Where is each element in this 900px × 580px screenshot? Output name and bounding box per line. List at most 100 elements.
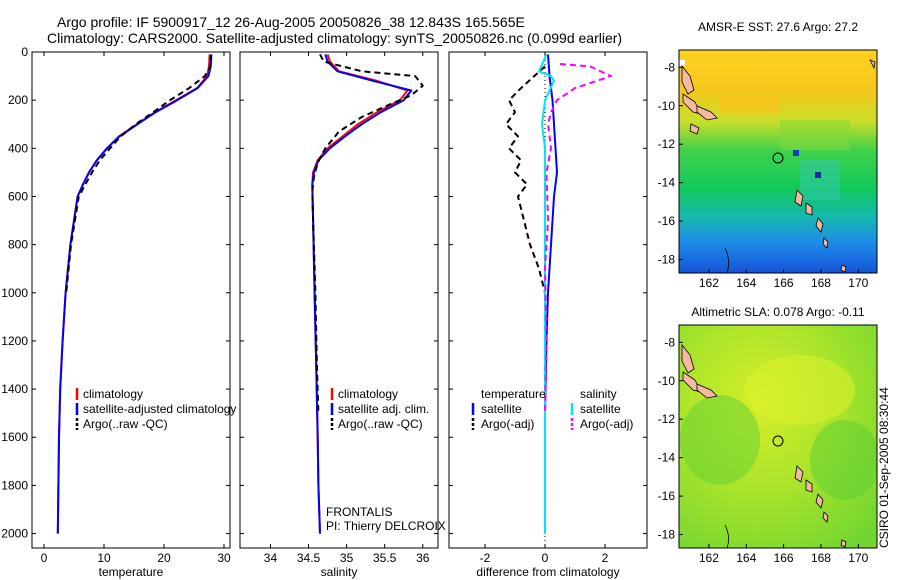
x-tick-label: 35.5 — [373, 551, 397, 565]
series-group — [505, 53, 612, 534]
map-y-tick-label: -12 — [658, 412, 676, 426]
sst-map: AMSR-E SST: 27.6 Argo: 27.2 162 164 166 168… — [658, 20, 878, 290]
map-x-tick-label: 170 — [848, 276, 868, 290]
temperature-axes: 0 10 20 30 0 200 400 600 800 1000 1200 1400 1600 1800… — [1, 45, 236, 579]
argo-position-marker — [772, 435, 784, 447]
island-shape — [681, 343, 695, 374]
header-title-line2: Climatology: CARS2000. Satellite-adjuste… — [47, 30, 622, 46]
legend-label: climatology — [83, 387, 143, 401]
island-shape — [822, 511, 829, 523]
map-y-tick-label: -14 — [658, 451, 676, 465]
x-axis-label: difference from climatology — [476, 565, 619, 579]
sla-contour — [724, 524, 729, 548]
map-x-tick-label: 162 — [699, 276, 719, 290]
map-y-tick-label: -12 — [658, 137, 676, 151]
y-tick-label: 1600 — [1, 430, 28, 444]
x-tick-label: 34 — [264, 551, 278, 565]
island-shape — [794, 465, 804, 483]
map-y-tick-label: -18 — [658, 528, 676, 542]
island-shape — [696, 105, 718, 121]
x-tick-label: 36 — [416, 551, 430, 565]
island-shape — [840, 539, 847, 548]
map-x-tick-label: 166 — [774, 551, 794, 565]
series-line — [65, 54, 212, 293]
sst-field — [679, 50, 877, 273]
y-tick-label: 600 — [8, 189, 28, 203]
series-line — [538, 53, 555, 534]
island-shape — [869, 59, 876, 70]
map-y-tick-label: -10 — [658, 99, 676, 113]
sst-map-frame — [678, 49, 878, 274]
map-x-tick-label: 164 — [736, 551, 756, 565]
map-y-tick-label: -10 — [658, 374, 676, 388]
y-tick-label: 1800 — [1, 478, 28, 492]
cruise-annotation: FRONTALIS — [326, 505, 392, 519]
x-axis-label: salinity — [321, 565, 358, 579]
sla-map-title: Altimetric SLA: 0.078 Argo: -0.11 — [691, 305, 865, 319]
island-shape — [822, 237, 829, 249]
island-shape — [815, 493, 824, 509]
island-shape — [805, 479, 813, 493]
legend-label: Argo(..raw -QC) — [338, 417, 423, 431]
island-shape — [794, 189, 804, 207]
map-y-tick-label: -18 — [658, 253, 676, 267]
legend-label: Argo(-adj) — [481, 417, 534, 431]
sst-contour — [724, 247, 729, 273]
sla-map: Altimetric SLA: 0.078 Argo: -0.11 162 164… — [658, 305, 878, 565]
map-x-tick-label: 170 — [848, 551, 868, 565]
sla-low-patch — [810, 420, 877, 500]
y-tick-label: 0 — [21, 45, 28, 59]
header-title-line1: Argo profile: IF 5900917_12 26-Aug-2005 … — [57, 14, 525, 30]
sla-map-ticks: 162 164 166 168 170 -8 -10 -12 -14 -16 -18 — [658, 335, 869, 565]
y-tick-label: 1200 — [1, 334, 28, 348]
series-group — [311, 53, 424, 534]
sst-blue-pixel — [793, 150, 799, 156]
map-y-tick-label: -16 — [658, 489, 676, 503]
map-y-tick-label: -8 — [664, 335, 675, 349]
legend-label: Argo(..raw -QC) — [83, 417, 168, 431]
sst-blue-pixel — [815, 172, 821, 178]
x-tick-label: 0 — [542, 551, 549, 565]
series-group — [56, 54, 213, 534]
x-tick-label: 35 — [340, 551, 354, 565]
island-shape — [815, 217, 824, 233]
series-line — [505, 65, 546, 294]
island-shape — [805, 202, 813, 216]
x-tick-label: 30 — [217, 551, 231, 565]
island-shape — [681, 64, 695, 95]
map-x-tick-label: 162 — [699, 551, 719, 565]
island-shape — [840, 264, 847, 273]
map-x-tick-label: 166 — [774, 276, 794, 290]
island-shape — [682, 93, 702, 115]
y-tick-label: 1400 — [1, 382, 28, 396]
legend-label: satellite — [580, 402, 621, 416]
x-tick-label: -2 — [480, 551, 491, 565]
sla-map-frame — [678, 324, 878, 549]
y-tick-label: 1000 — [1, 286, 28, 300]
x-tick-label: 20 — [157, 551, 171, 565]
legend-label: climatology — [338, 387, 398, 401]
series-line — [544, 54, 558, 534]
legend-header: temperature — [481, 387, 546, 401]
argo-position-marker — [772, 152, 784, 164]
island-shape — [696, 383, 718, 399]
map-x-tick-label: 168 — [811, 551, 831, 565]
sst-cyan-patch — [800, 160, 840, 200]
y-tick-label: 400 — [8, 141, 28, 155]
x-axis-label: temperature — [99, 565, 164, 579]
legend-label: satellite — [481, 402, 522, 416]
y-tick-label: 800 — [8, 238, 28, 252]
y-tick-label: 200 — [8, 93, 28, 107]
x-tick-label: 0 — [41, 551, 48, 565]
timestamp-side-label: CSIRO 01-Sep-2005 08:30:44 — [877, 387, 891, 548]
legend-label: satellite adj. clim. — [338, 402, 429, 416]
plot-frame — [31, 51, 231, 549]
map-x-tick-label: 164 — [736, 276, 756, 290]
sst-land-mask — [679, 60, 685, 66]
legend-label: Argo(-adj) — [580, 417, 633, 431]
x-tick-label: 10 — [97, 551, 111, 565]
salinity-axes: 34 34.5 35 35.5 36 salinity climatologysatelli… — [239, 51, 439, 579]
sst-map-ticks: 162 164 166 168 170 -8 -10 -12 -14 -16 -18 — [658, 60, 869, 290]
